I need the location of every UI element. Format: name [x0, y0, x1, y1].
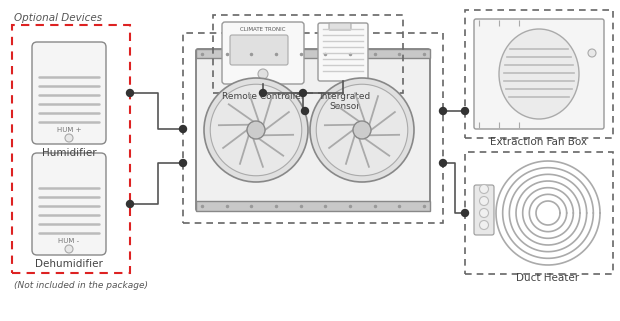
Bar [465, 152, 613, 274]
Circle shape [479, 209, 489, 218]
FancyBboxPatch shape [316, 107, 332, 153]
Circle shape [461, 210, 469, 216]
Text: Optional Devices: Optional Devices [14, 13, 102, 23]
Circle shape [310, 78, 414, 182]
FancyBboxPatch shape [230, 35, 288, 65]
Text: (Not included in the package): (Not included in the package) [14, 281, 148, 290]
Circle shape [126, 201, 133, 207]
FancyBboxPatch shape [32, 42, 106, 144]
Circle shape [479, 221, 489, 230]
Text: HUM +: HUM + [57, 127, 81, 133]
FancyBboxPatch shape [329, 23, 351, 30]
Circle shape [258, 69, 268, 79]
Text: CLIMATE TRONIC: CLIMATE TRONIC [240, 27, 285, 32]
Text: Extraction Fan Box: Extraction Fan Box [490, 137, 588, 147]
Circle shape [440, 108, 446, 115]
Circle shape [180, 126, 187, 133]
FancyBboxPatch shape [222, 22, 304, 84]
Circle shape [301, 108, 309, 115]
Circle shape [588, 49, 596, 57]
Circle shape [247, 121, 265, 139]
Bar [12, 25, 130, 273]
Circle shape [65, 245, 73, 253]
Text: Duct Heater: Duct Heater [516, 273, 580, 283]
Circle shape [353, 121, 371, 139]
Bar [196, 49, 430, 58]
FancyBboxPatch shape [32, 153, 106, 255]
Text: Remote Controller: Remote Controller [222, 92, 304, 101]
Text: HUM -: HUM - [58, 238, 79, 244]
Circle shape [126, 90, 133, 97]
Text: Dehumidifier: Dehumidifier [35, 259, 103, 269]
Circle shape [440, 160, 446, 167]
Text: Humidifier: Humidifier [42, 148, 96, 158]
FancyBboxPatch shape [474, 185, 494, 235]
Circle shape [479, 196, 489, 205]
Bar [213, 15, 403, 93]
FancyBboxPatch shape [474, 19, 604, 129]
Circle shape [204, 78, 308, 182]
FancyBboxPatch shape [318, 23, 368, 81]
Text: Intergrated
Sensor: Intergrated Sensor [319, 92, 371, 111]
Ellipse shape [499, 29, 579, 119]
Bar [465, 10, 613, 138]
Circle shape [260, 90, 267, 97]
Circle shape [180, 160, 187, 167]
Circle shape [461, 108, 469, 115]
Circle shape [210, 84, 302, 176]
FancyBboxPatch shape [196, 49, 430, 211]
Circle shape [65, 134, 73, 142]
Circle shape [299, 90, 306, 97]
Bar [196, 201, 430, 211]
Bar [183, 33, 443, 223]
Circle shape [479, 185, 489, 194]
Circle shape [316, 84, 408, 176]
